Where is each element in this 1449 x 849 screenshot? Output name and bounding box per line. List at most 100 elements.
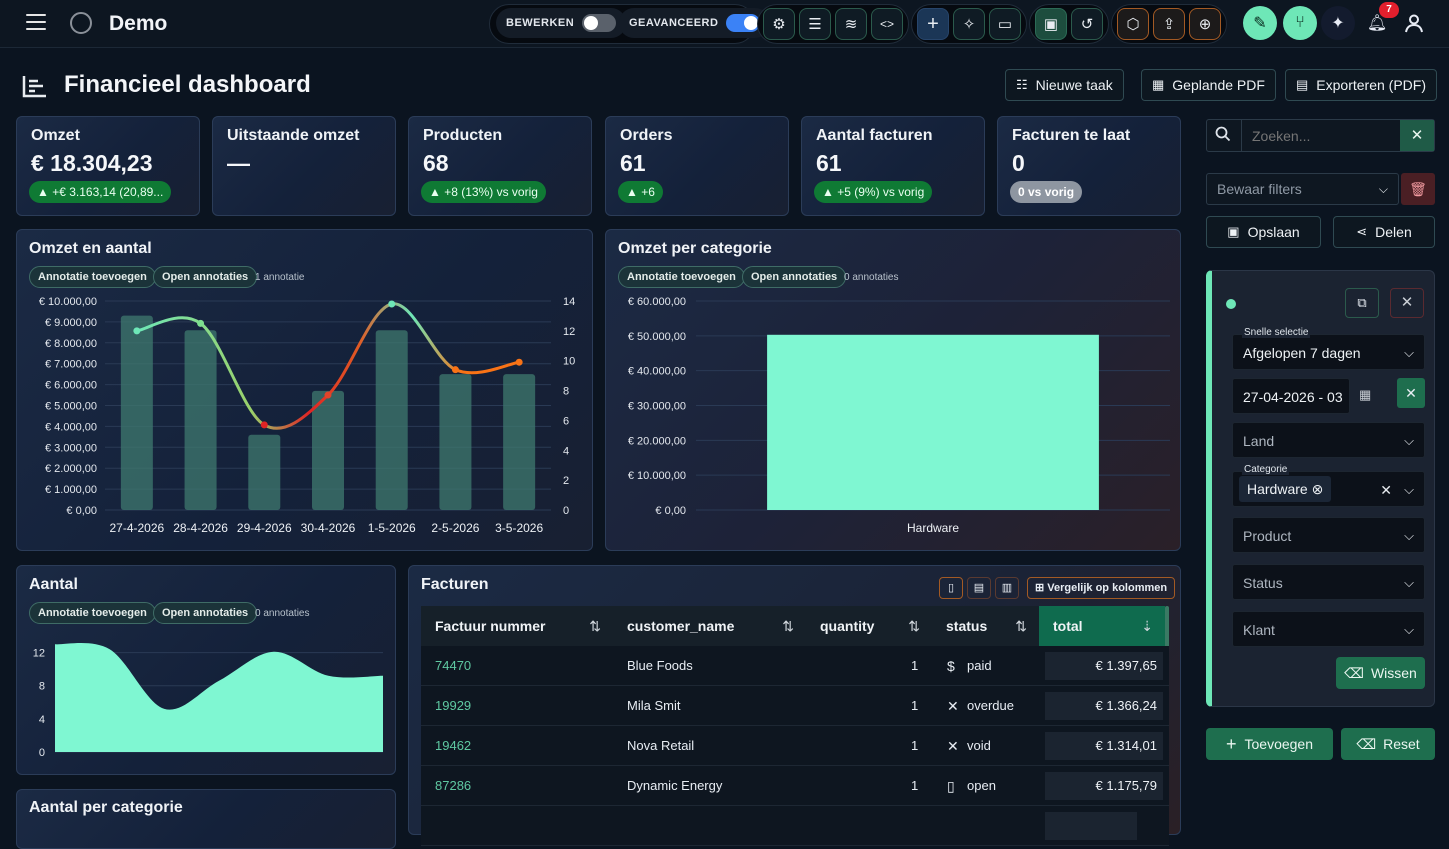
settings-icon[interactable]: ⚙ bbox=[763, 8, 795, 40]
remove-chip-icon[interactable]: ⊗ bbox=[1311, 481, 1324, 497]
bar[interactable] bbox=[248, 434, 281, 510]
box-icon[interactable]: ⬡ bbox=[1117, 8, 1149, 40]
clear-date-icon[interactable]: ✕ bbox=[1397, 378, 1425, 408]
open-annotations-button[interactable]: Open annotaties bbox=[153, 602, 258, 624]
ai-sparkle-icon[interactable]: ✦ bbox=[1321, 6, 1355, 40]
open-annotations-button[interactable]: Open annotaties bbox=[742, 266, 847, 288]
toggle-geavanceerd-switch[interactable] bbox=[726, 14, 761, 32]
branch-icon[interactable]: ⑂ bbox=[1283, 6, 1317, 40]
sliders-icon[interactable]: ☰ bbox=[799, 8, 831, 40]
search-input[interactable] bbox=[1241, 120, 1401, 151]
product-select[interactable]: Product ⌵ bbox=[1232, 517, 1425, 553]
file-icon[interactable]: ▯ bbox=[939, 577, 963, 599]
clear-filters-button[interactable]: ⌫ Wissen bbox=[1336, 657, 1425, 689]
save-icon[interactable]: ▣ bbox=[1035, 8, 1067, 40]
copy-icon[interactable]: ⧉ bbox=[1345, 288, 1379, 318]
y-tick-label: € 1.000,00 bbox=[45, 484, 97, 496]
upload-icon[interactable]: ⇪ bbox=[1153, 8, 1185, 40]
add-annotation-button[interactable]: Annotatie toevoegen bbox=[618, 266, 745, 288]
bar[interactable] bbox=[120, 315, 153, 510]
column-header-factuur[interactable]: Factuur nummer ⇅ bbox=[421, 606, 613, 646]
line-point[interactable] bbox=[324, 391, 332, 399]
quick-select[interactable]: Afgelopen 7 dagen ⌵ bbox=[1232, 334, 1425, 370]
clear-search-icon[interactable]: ✕ bbox=[1400, 120, 1434, 151]
table-row[interactable]: 74470 Blue Foods 1 $ paid € 1.397,65 bbox=[421, 646, 1169, 686]
table-row[interactable]: 87286 Dynamic Energy 1 ▯ open € 1.175,79 bbox=[421, 766, 1169, 806]
bar[interactable] bbox=[184, 330, 217, 510]
table-row[interactable]: 19929 Mila Smit 1 ✕ overdue € 1.366,24 bbox=[421, 686, 1169, 726]
delete-filter-icon[interactable]: 🗑︎ bbox=[1401, 173, 1435, 205]
scheduled-pdf-button[interactable]: ▦ Geplande PDF bbox=[1141, 69, 1276, 101]
add-annotation-button[interactable]: Annotatie toevoegen bbox=[29, 602, 156, 624]
bar[interactable] bbox=[439, 374, 472, 510]
toggle-geavanceerd[interactable]: GEAVANCEERD bbox=[619, 8, 771, 38]
column-header-total[interactable]: total ⇣ bbox=[1039, 606, 1165, 646]
add-filter-button[interactable]: + Toevoegen bbox=[1206, 728, 1333, 760]
line-point[interactable] bbox=[451, 366, 459, 374]
invoice-number-link[interactable]: 87286 bbox=[435, 778, 472, 793]
clear-category-icon[interactable]: ✕ bbox=[1380, 482, 1392, 498]
export-pdf-button[interactable]: ▤ Exporteren (PDF) bbox=[1285, 69, 1437, 101]
compare-columns-button[interactable]: ⊞ Vergelijk op kolommen bbox=[1027, 577, 1176, 599]
sort-icon[interactable]: ⇅ bbox=[782, 618, 794, 634]
status-select[interactable]: Status ⌵ bbox=[1232, 564, 1425, 600]
add-circle-icon[interactable]: ⊕ bbox=[1189, 8, 1221, 40]
category-select[interactable]: Hardware ⊗ ✕ ⌵ bbox=[1232, 471, 1425, 507]
sort-icon[interactable]: ⇅ bbox=[1015, 618, 1027, 634]
close-icon[interactable]: ✕ bbox=[1390, 288, 1424, 318]
toggle-bewerken[interactable]: BEWERKEN bbox=[496, 8, 627, 38]
invoice-number-link[interactable]: 19462 bbox=[435, 738, 472, 753]
code-icon[interactable]: <> bbox=[871, 8, 903, 40]
klant-placeholder: Klant bbox=[1243, 622, 1275, 638]
land-select[interactable]: Land ⌵ bbox=[1232, 422, 1425, 458]
y-tick-label: € 20.000,00 bbox=[628, 435, 686, 447]
aantal-card: Aantal Annotatie toevoegen Open annotati… bbox=[16, 565, 396, 775]
status-value: overdue bbox=[967, 698, 1014, 713]
kpi-value: 0 bbox=[1012, 150, 1025, 176]
sort-icon[interactable]: ⇅ bbox=[589, 618, 601, 634]
line-point[interactable] bbox=[197, 319, 205, 327]
toggle-bewerken-switch[interactable] bbox=[582, 14, 617, 32]
table-row[interactable] bbox=[421, 806, 1169, 846]
kpi-value: 61 bbox=[620, 150, 646, 176]
share-button[interactable]: ⋖ Delen bbox=[1333, 216, 1435, 248]
save-filter-button[interactable]: ▣ Opslaan bbox=[1206, 216, 1321, 248]
reset-button[interactable]: ⌫ Reset bbox=[1341, 728, 1435, 760]
line-point[interactable] bbox=[388, 300, 396, 308]
bar[interactable] bbox=[375, 330, 408, 510]
invoice-number-link[interactable]: 74470 bbox=[435, 658, 472, 673]
csv-icon[interactable]: ▤ bbox=[967, 577, 991, 599]
open-annotations-button[interactable]: Open annotaties bbox=[153, 266, 258, 288]
bar[interactable] bbox=[503, 374, 536, 510]
add-icon[interactable]: + bbox=[917, 8, 949, 40]
column-header-quantity[interactable]: quantity ⇅ bbox=[806, 606, 932, 646]
sort-icon[interactable]: ⇅ bbox=[908, 618, 920, 634]
pdf-file-icon[interactable]: ▥ bbox=[995, 577, 1019, 599]
line-point[interactable] bbox=[260, 421, 268, 429]
bar[interactable] bbox=[312, 390, 344, 510]
date-range-input[interactable]: 27-04-2026 - 03 bbox=[1232, 378, 1350, 414]
calendar-icon[interactable]: ▦ bbox=[1359, 387, 1372, 402]
scrollbar[interactable] bbox=[1165, 606, 1169, 666]
sort-desc-icon[interactable]: ⇣ bbox=[1141, 618, 1153, 634]
database-icon[interactable]: ≋ bbox=[835, 8, 867, 40]
line-point[interactable] bbox=[515, 358, 523, 366]
table-row[interactable]: 19462 Nova Retail 1 ✕ void € 1.314,01 bbox=[421, 726, 1169, 766]
clipboard-icon[interactable]: ▭ bbox=[989, 8, 1021, 40]
klant-select[interactable]: Klant ⌵ bbox=[1232, 611, 1425, 647]
new-task-button[interactable]: ☷ Nieuwe taak bbox=[1005, 69, 1124, 101]
column-header-status[interactable]: status ⇅ bbox=[932, 606, 1039, 646]
add-annotation-button[interactable]: Annotatie toevoegen bbox=[29, 266, 156, 288]
line-point[interactable] bbox=[133, 327, 141, 335]
column-header-customer[interactable]: customer_name ⇅ bbox=[613, 606, 806, 646]
y-tick-label: € 7.000,00 bbox=[45, 359, 97, 371]
history-icon[interactable]: ↺ bbox=[1071, 8, 1103, 40]
user-icon[interactable] bbox=[1397, 6, 1431, 40]
bell-icon[interactable]: 🔔︎ bbox=[1366, 15, 1388, 32]
saved-filters-select[interactable]: Bewaar filters ⌵ bbox=[1206, 173, 1399, 205]
sparkle-icon[interactable]: ✧ bbox=[953, 8, 985, 40]
menu-icon[interactable] bbox=[26, 14, 46, 30]
bar[interactable] bbox=[767, 334, 1099, 510]
invoice-number-link[interactable]: 19929 bbox=[435, 698, 472, 713]
pencil-icon[interactable]: ✎ bbox=[1243, 6, 1277, 40]
